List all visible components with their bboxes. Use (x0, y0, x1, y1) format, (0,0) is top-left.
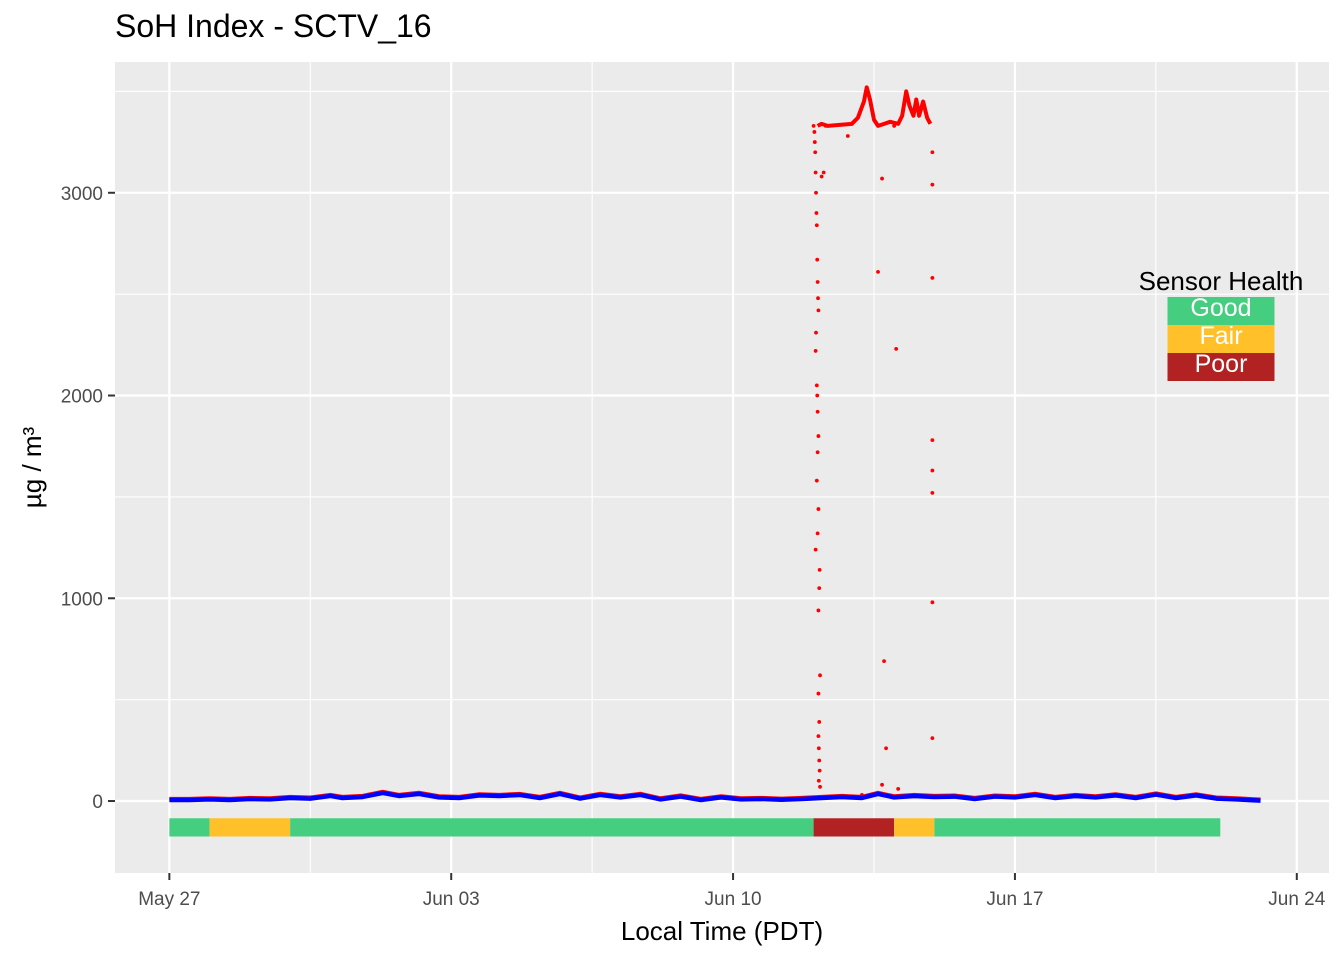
raw-data-point (849, 121, 854, 126)
plot-panel (115, 62, 1329, 873)
raw-data-point (815, 280, 820, 284)
y-tick-label: 1000 (61, 589, 103, 610)
raw-data-point (884, 746, 888, 751)
raw-data-point (823, 123, 828, 128)
raw-data-point (896, 786, 901, 791)
raw-data-point (816, 296, 820, 301)
raw-data-point (818, 784, 822, 789)
raw-data-point (815, 531, 820, 536)
raw-data-point (817, 567, 822, 572)
raw-data-point (816, 734, 821, 739)
legend-label-fair: Fair (1199, 322, 1242, 350)
raw-data-point (930, 468, 935, 473)
x-tick-label: Jun 10 (705, 889, 762, 910)
raw-data-point (812, 140, 817, 144)
axes: 0 1000 2000 3000 May 27 Jun 03 Jun 10 Jun 17 Jun… (61, 184, 1326, 910)
raw-plateau-line (816, 85, 933, 128)
raw-data-point (814, 190, 818, 195)
raw-data-point (930, 438, 935, 443)
soh-segment-good (934, 818, 1221, 837)
x-tick-label: Jun 17 (986, 889, 1043, 910)
y-axis-title: µg / m³ (17, 426, 47, 508)
raw-data-point (930, 182, 935, 187)
raw-data-point (930, 276, 935, 280)
raw-data-point (930, 490, 935, 495)
raw-data-point (821, 170, 826, 175)
raw-data-point (876, 269, 880, 274)
raw-data-point (819, 174, 824, 179)
raw-data-point (814, 211, 819, 215)
raw-data-point (815, 393, 820, 398)
soh-segment-poor (813, 818, 895, 837)
legend-key-good (1167, 297, 1275, 325)
raw-data-point (816, 691, 821, 696)
raw-data-point (817, 720, 822, 724)
raw-data-point (817, 768, 822, 773)
raw-data-point (894, 346, 899, 351)
raw-data-point (816, 434, 821, 438)
raw-data-point (814, 383, 819, 388)
soh-segment-fair (894, 818, 935, 837)
legend-key-fair (1167, 325, 1275, 353)
raw-data-point (816, 308, 821, 313)
x-axis-title: Local Time (PDT) (621, 916, 823, 946)
raw-data-point (817, 586, 822, 591)
raw-data-point (845, 134, 850, 138)
raw-data-point (814, 223, 819, 228)
raw-data-point (880, 782, 884, 787)
grid-lines (115, 62, 1329, 873)
raw-data-point (815, 257, 820, 262)
y-tick-label: 2000 (61, 387, 103, 408)
raw-data-point (812, 130, 817, 134)
raw-data-point (930, 600, 935, 605)
soh-segment-good (169, 818, 210, 837)
legend-label-poor: Poor (1195, 350, 1248, 378)
y-tick-label: 0 (92, 792, 103, 813)
raw-data-point (880, 176, 884, 181)
raw-data-point (818, 673, 822, 678)
smoothed-line (169, 790, 1261, 803)
raw-data-point (816, 746, 821, 751)
raw-data-point (930, 150, 935, 155)
soh-segment-fair (209, 818, 291, 837)
y-tick-label: 3000 (61, 184, 103, 205)
chart-title: SoH Index - SCTV_16 (115, 8, 432, 44)
raw-data-point (816, 608, 821, 613)
raw-data-point (817, 758, 822, 763)
raw-data-point (815, 409, 820, 414)
raw-data-point (816, 507, 821, 511)
raw-data-point (811, 123, 816, 128)
legend-title: Sensor Health (1139, 266, 1304, 296)
raw-data-point (930, 736, 935, 741)
soh-segment-good (290, 818, 814, 837)
legend-key-poor (1167, 353, 1275, 381)
raw-data-point (892, 123, 897, 128)
raw-data-point (814, 478, 819, 483)
raw-data-point (813, 170, 818, 175)
legend-label-good: Good (1190, 294, 1251, 322)
raw-data-point (815, 450, 820, 455)
raw-data-point (816, 778, 821, 783)
raw-data-point (882, 659, 886, 664)
x-tick-label: May 27 (138, 889, 200, 910)
raw-data-point (813, 349, 818, 353)
soh-index-bar (169, 818, 1221, 837)
raw-data-point (813, 150, 818, 155)
x-tick-label: Jun 24 (1268, 889, 1325, 910)
smoothed-series (169, 790, 1261, 803)
raw-data-point (814, 330, 818, 335)
raw-data-point (813, 547, 818, 552)
x-tick-label: Jun 03 (423, 889, 480, 910)
